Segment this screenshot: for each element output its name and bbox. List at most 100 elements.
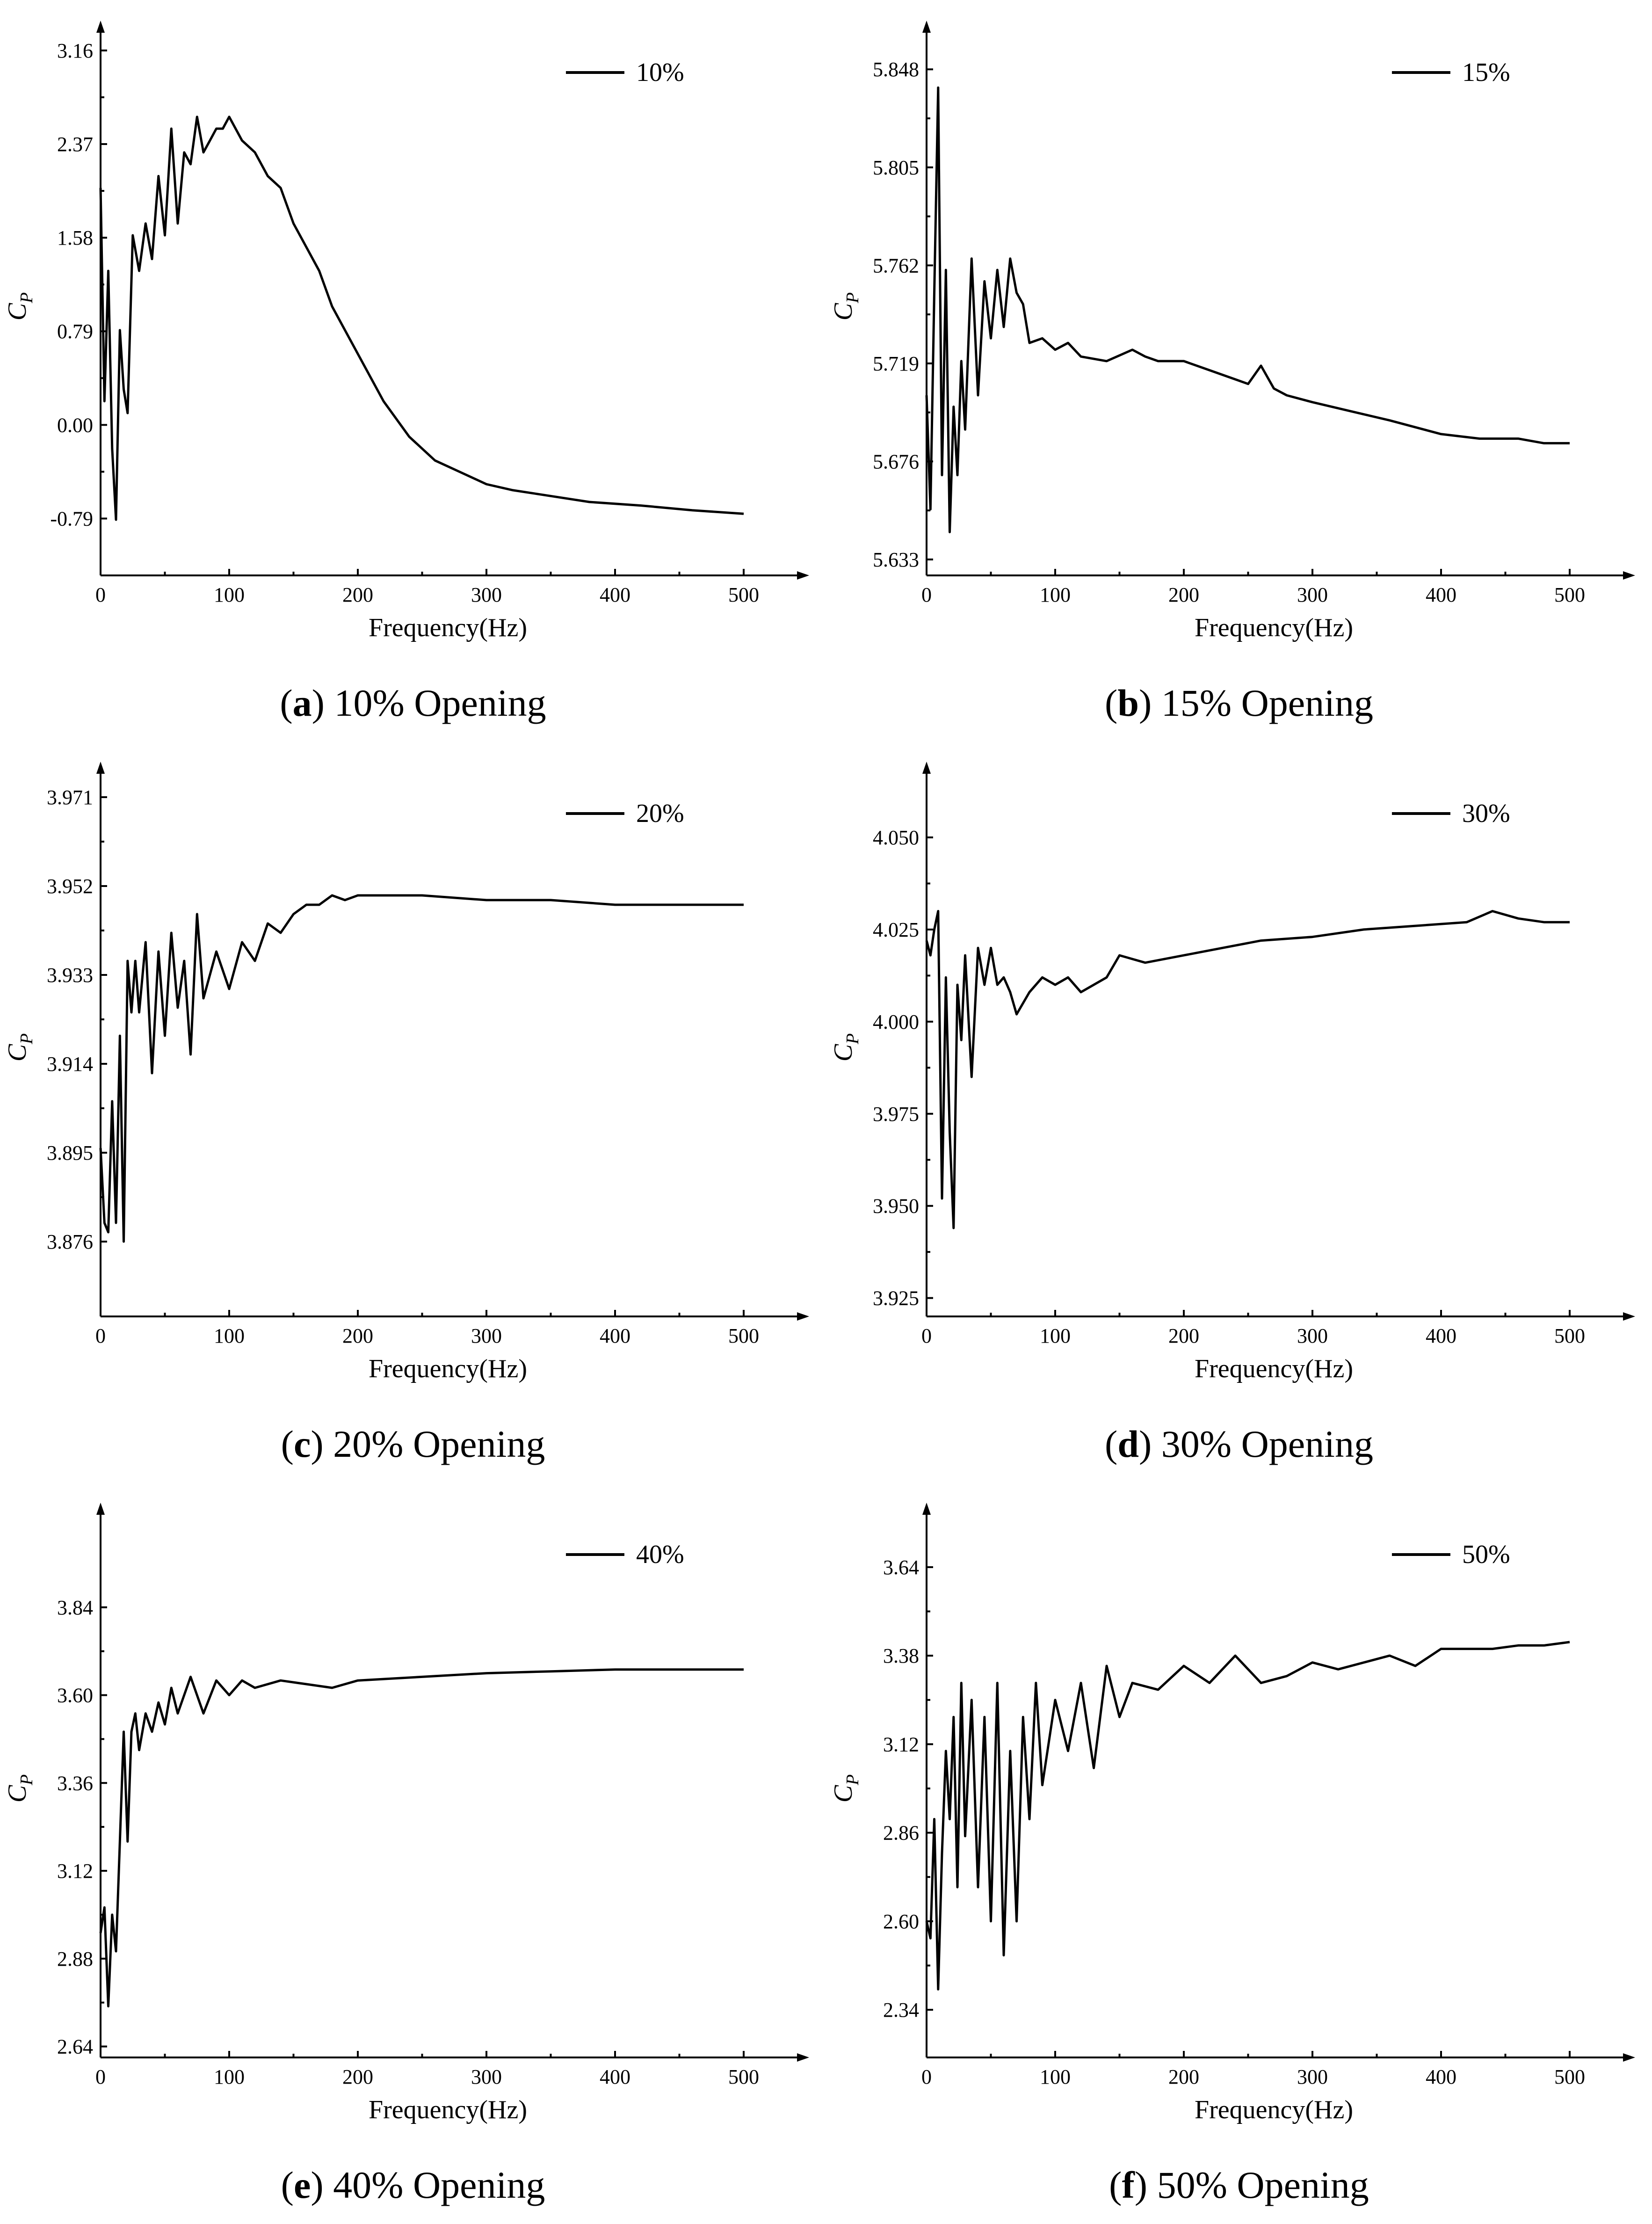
x-tick-label-f: 300: [1297, 2065, 1328, 2088]
series-line-b: [925, 86, 1570, 533]
y-tick-label-f: 3.12: [883, 1733, 919, 1756]
svg-text:CP: CP: [829, 292, 862, 321]
y-tick-label-d: 4.000: [873, 1010, 919, 1033]
x-tick-label-e: 400: [600, 2065, 630, 2088]
legend-label-d: 30%: [1462, 799, 1510, 828]
x-axis-label-a: Frequency(Hz): [369, 613, 527, 642]
series-line-c: [99, 894, 744, 1243]
y-tick-label-e: 2.88: [57, 1948, 93, 1970]
legend-label-f: 50%: [1462, 1540, 1510, 1569]
y-tick-label-a: 0.00: [57, 414, 93, 436]
svg-text:CP: CP: [3, 1033, 36, 1062]
x-tick-label-c: 300: [471, 1324, 502, 1347]
caption-d: (d) 30% Opening: [1105, 1423, 1373, 1465]
y-tick-label-c: 3.876: [47, 1230, 93, 1253]
y-tick-label-e: 3.12: [57, 1860, 93, 1882]
legend-label-c: 20%: [636, 799, 684, 828]
y-tick-label-f: 2.60: [883, 1910, 919, 1933]
x-tick-label-c: 500: [728, 1324, 759, 1347]
x-tick-label-a: 200: [342, 583, 373, 606]
chart-panel-b: 0 100 200 300 400 500 5.633 5.676 5.719 5.762 5.80…: [829, 21, 1635, 724]
y-tick-label-b: 5.848: [873, 58, 919, 81]
series-line-e: [99, 1668, 744, 2007]
x-axis-arrow-b: [1623, 571, 1635, 580]
x-tick-label-e: 500: [728, 2065, 759, 2088]
y-tick-label-a: 3.16: [57, 39, 93, 62]
x-tick-label-d: 400: [1426, 1324, 1456, 1347]
y-axis-arrow-a: [96, 21, 105, 33]
x-tick-label-c: 100: [214, 1324, 245, 1347]
y-tick-label-e: 3.36: [57, 1772, 93, 1795]
x-tick-label-d: 500: [1554, 1324, 1585, 1347]
x-tick-label-f: 400: [1426, 2065, 1456, 2088]
y-axis-label-a: CP: [3, 292, 36, 321]
y-axis-arrow-f: [922, 1503, 931, 1515]
x-axis-arrow-c: [797, 1312, 809, 1321]
chart-panel-e: 0 100 200 300 400 500 2.64 2.88 3.12 3.36 3.60 3.84…: [3, 1503, 809, 2206]
y-tick-label-a: 2.37: [57, 133, 93, 156]
y-tick-label-d: 3.975: [873, 1103, 919, 1126]
x-axis-arrow-e: [797, 2053, 809, 2062]
x-axis-arrow-a: [797, 571, 809, 580]
x-tick-label-b: 300: [1297, 583, 1328, 606]
x-tick-label-f: 500: [1554, 2065, 1585, 2088]
series-line-d: [925, 910, 1570, 1229]
x-tick-label-f: 0: [921, 2065, 932, 2088]
x-tick-label-f: 200: [1168, 2065, 1199, 2088]
y-axis-label-b: CP: [829, 292, 862, 321]
y-tick-label-c: 3.914: [47, 1053, 93, 1076]
x-tick-label-d: 300: [1297, 1324, 1328, 1347]
y-axis-label-e: CP: [3, 1774, 36, 1803]
x-tick-label-e: 300: [471, 2065, 502, 2088]
y-tick-label-d: 4.025: [873, 918, 919, 941]
chart-panel-a: 0 100 200 300 400 500 -0.79 0.00 0.79 1.58 2.37 3.1…: [3, 21, 809, 724]
y-tick-label-b: 5.719: [873, 352, 919, 375]
svg-text:CP: CP: [829, 1774, 862, 1803]
y-tick-label-c: 3.933: [47, 964, 93, 987]
y-tick-label-d: 4.050: [873, 826, 919, 849]
series-line-a: [99, 116, 744, 521]
chart-panel-d: 0 100 200 300 400 500 3.925 3.950 3.975 4.000 4.02…: [829, 762, 1635, 1465]
y-tick-label-c: 3.895: [47, 1141, 93, 1164]
caption-e: (e) 40% Opening: [281, 2164, 545, 2206]
y-axis-arrow-b: [922, 21, 931, 33]
y-tick-label-f: 3.38: [883, 1644, 919, 1667]
x-axis-label-d: Frequency(Hz): [1195, 1354, 1353, 1383]
y-axis-arrow-c: [96, 762, 105, 774]
legend-label-e: 40%: [636, 1540, 684, 1569]
x-tick-label-a: 300: [471, 583, 502, 606]
y-tick-label-f: 3.64: [883, 1556, 919, 1579]
y-tick-label-e: 2.64: [57, 2035, 93, 2058]
y-axis-label-c: CP: [3, 1033, 36, 1062]
x-tick-label-a: 400: [600, 583, 630, 606]
y-tick-label-f: 2.34: [883, 1999, 919, 2021]
y-axis-label-d: CP: [829, 1033, 862, 1062]
legend-label-b: 15%: [1462, 58, 1510, 87]
x-tick-label-b: 100: [1040, 583, 1071, 606]
y-tick-label-c: 3.952: [47, 875, 93, 898]
caption-a: (a) 10% Opening: [280, 682, 546, 724]
x-tick-label-e: 200: [342, 2065, 373, 2088]
caption-c: (c) 20% Opening: [281, 1423, 545, 1465]
x-tick-label-b: 200: [1168, 583, 1199, 606]
y-tick-label-f: 2.86: [883, 1822, 919, 1845]
y-tick-label-b: 5.762: [873, 254, 919, 277]
y-axis-label-f: CP: [829, 1774, 862, 1803]
x-tick-label-e: 0: [95, 2065, 106, 2088]
x-tick-label-d: 0: [921, 1324, 932, 1347]
y-tick-label-b: 5.633: [873, 548, 919, 571]
caption-b: (b) 15% Opening: [1105, 682, 1373, 724]
series-line-f: [925, 1641, 1570, 1991]
legend-label-a: 10%: [636, 58, 684, 87]
y-tick-label-a: -0.79: [50, 507, 93, 530]
x-axis-arrow-d: [1623, 1312, 1635, 1321]
x-axis-label-b: Frequency(Hz): [1195, 613, 1353, 642]
x-tick-label-b: 0: [921, 583, 932, 606]
x-tick-label-d: 100: [1040, 1324, 1071, 1347]
y-tick-label-e: 3.60: [57, 1684, 93, 1707]
y-tick-label-a: 1.58: [57, 226, 93, 249]
x-tick-label-c: 200: [342, 1324, 373, 1347]
x-tick-label-a: 0: [95, 583, 106, 606]
y-tick-label-d: 3.925: [873, 1287, 919, 1310]
